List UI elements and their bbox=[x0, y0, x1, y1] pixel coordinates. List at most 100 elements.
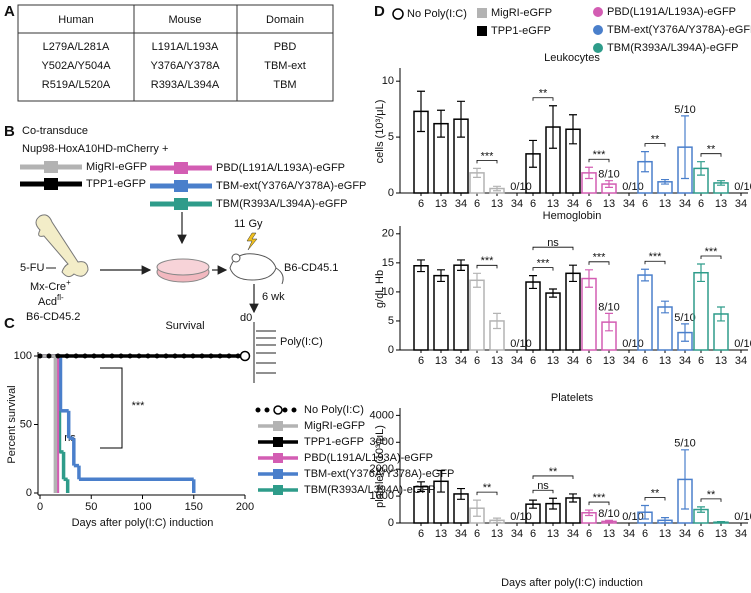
diagram-text: Acd bbox=[38, 296, 57, 308]
y-tick-label: 10 bbox=[382, 75, 394, 87]
x-tick-label: 34 bbox=[455, 528, 467, 540]
significance: ** bbox=[539, 88, 548, 100]
x-tick-label: 34 bbox=[623, 355, 635, 367]
y-tick-label: 0 bbox=[26, 487, 32, 499]
bar bbox=[657, 306, 673, 351]
y-tick-label: 5 bbox=[388, 315, 394, 327]
construct-label: MigRI-eGFP bbox=[86, 161, 147, 173]
bracket bbox=[588, 501, 610, 506]
error-bar bbox=[641, 504, 649, 520]
survivor-label: 0/10 bbox=[734, 181, 751, 193]
bracket bbox=[532, 267, 554, 271]
x-tick-label: 13 bbox=[659, 198, 671, 210]
legend-symbol bbox=[593, 25, 603, 35]
x-tick-label: 6 bbox=[642, 198, 648, 210]
diagram-text: fl- bbox=[57, 293, 64, 302]
error-bar bbox=[473, 499, 481, 517]
x-tick-label: 13 bbox=[435, 198, 447, 210]
x-tick-label: 6 bbox=[530, 198, 536, 210]
bar bbox=[433, 274, 449, 351]
survivor-label: 0/10 bbox=[622, 338, 643, 350]
y-axis-label: platelets (10³/μL) bbox=[374, 425, 386, 508]
error-bar bbox=[697, 161, 705, 176]
x-tick-label: 34 bbox=[511, 528, 523, 540]
error-bar bbox=[641, 151, 649, 173]
significance: ns bbox=[537, 480, 549, 492]
x-tick-label: 6 bbox=[474, 198, 480, 210]
x-tick-label: 13 bbox=[715, 198, 727, 210]
diagram-text: 6 wk bbox=[262, 291, 285, 303]
y-tick-label: 15 bbox=[382, 257, 394, 269]
table-header: Domain bbox=[266, 14, 304, 26]
bar bbox=[413, 265, 429, 351]
diagram-text: B6-CD45.2 bbox=[26, 311, 80, 323]
x-tick-label: 13 bbox=[491, 198, 503, 210]
x-tick-label: 6 bbox=[698, 198, 704, 210]
diagram-text: Mx-Cre bbox=[30, 281, 66, 293]
error-bar bbox=[717, 521, 725, 524]
injections bbox=[256, 330, 276, 374]
error-bar bbox=[641, 268, 649, 282]
table-cell: L191A/L193A bbox=[152, 41, 219, 53]
table-cell: TBM bbox=[273, 79, 296, 91]
legend-symbol bbox=[273, 437, 283, 447]
survivor-label: 5/10 bbox=[674, 438, 695, 450]
x-tick-label: 6 bbox=[530, 355, 536, 367]
bracket bbox=[588, 261, 610, 265]
mouse-tail bbox=[275, 267, 284, 285]
bar bbox=[453, 264, 469, 351]
bracket bbox=[588, 158, 610, 163]
construct-box bbox=[44, 178, 58, 190]
x-tick-label: 6 bbox=[530, 528, 536, 540]
significance: ** bbox=[651, 487, 660, 499]
error-bar bbox=[681, 323, 689, 342]
bracket bbox=[532, 246, 574, 251]
table-cell: Y376A/Y378A bbox=[150, 60, 220, 72]
bracket bbox=[644, 260, 666, 265]
legend-label: TPP1-eGFP bbox=[304, 436, 364, 448]
bar bbox=[545, 292, 561, 351]
x-tick-label: 100 bbox=[133, 501, 151, 513]
x-tick-label: 6 bbox=[642, 528, 648, 540]
bracket bbox=[532, 475, 574, 479]
error-bar bbox=[549, 288, 557, 298]
error-bar bbox=[457, 100, 465, 138]
x-axis-label: Days after poly(I:C) induction bbox=[72, 517, 214, 529]
bar bbox=[693, 271, 709, 351]
x-tick-label: 13 bbox=[659, 355, 671, 367]
y-tick-label: 3000 bbox=[370, 436, 394, 448]
significance: *** bbox=[593, 149, 607, 161]
bar bbox=[469, 279, 485, 351]
legend-label: TBM(R393A/L394A)-eGFP bbox=[304, 484, 435, 496]
table-cell: R519A/L520A bbox=[42, 79, 111, 91]
significance: *** bbox=[649, 251, 663, 263]
chart-title: Survival bbox=[165, 320, 204, 332]
survivor-label: 0/10 bbox=[510, 181, 531, 193]
error-bar bbox=[661, 300, 669, 314]
y-tick-label: 20 bbox=[382, 228, 394, 240]
x-tick-label: 6 bbox=[474, 528, 480, 540]
legend-symbol bbox=[392, 8, 404, 20]
error-bar bbox=[605, 312, 613, 332]
y-tick-label: 0 bbox=[388, 187, 394, 199]
diagram-text: Mx-Cre+ bbox=[30, 278, 71, 293]
bracket bbox=[476, 491, 498, 496]
table-cell: PBD bbox=[274, 41, 297, 53]
x-tick-label: 34 bbox=[567, 355, 579, 367]
significance: *** bbox=[705, 246, 719, 258]
x-tick-label: 34 bbox=[679, 198, 691, 210]
survivor-label: 0/10 bbox=[510, 511, 531, 523]
legend-label: No Poly(I:C) bbox=[304, 404, 364, 416]
legend-label: TBM(R393A/L394A)-eGFP bbox=[607, 42, 738, 54]
survivor-label: 8/10 bbox=[598, 169, 619, 181]
x-tick-label: 13 bbox=[603, 355, 615, 367]
error-bar bbox=[493, 517, 501, 524]
x-tick-label: 0 bbox=[37, 501, 43, 513]
error-bar bbox=[417, 90, 425, 133]
legend-label: MigRI-eGFP bbox=[491, 7, 552, 19]
bracket bbox=[700, 153, 722, 157]
error-bar bbox=[549, 105, 557, 149]
error-bar bbox=[417, 259, 425, 273]
chart-title: Hemoglobin bbox=[543, 210, 602, 222]
x-tick-label: 34 bbox=[511, 198, 523, 210]
